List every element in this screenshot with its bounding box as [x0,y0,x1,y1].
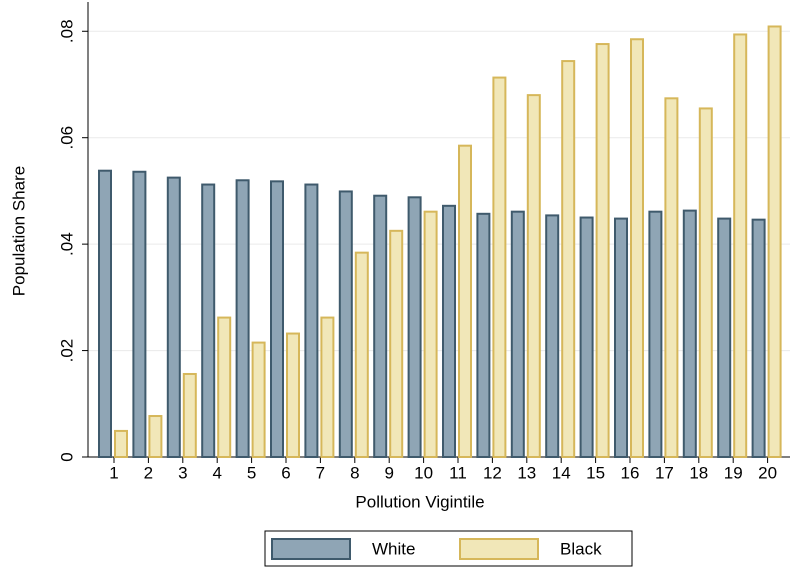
bar [648,210,663,458]
x-tick-label: 1 [109,463,118,482]
bar [630,38,644,458]
bar [270,180,284,459]
y-tick-label: .08 [57,19,76,43]
legend-label: Black [560,539,602,558]
legend-label: White [372,539,415,558]
bar [664,97,679,459]
y-tick-label: .04 [57,232,76,256]
bar [407,196,422,458]
bar [251,341,266,459]
legend-swatch [271,538,351,560]
bar [614,217,628,458]
bar [389,229,404,458]
x-tick-label: 12 [483,463,502,482]
bar [304,183,319,458]
bar [682,209,697,458]
x-tick-label: 17 [655,463,674,482]
bar [114,429,128,459]
bar [235,179,250,459]
bar [217,316,232,458]
x-tick-label: 2 [144,463,153,482]
bar [201,183,216,458]
x-tick-label: 13 [517,463,536,482]
x-tick-label: 14 [552,463,571,482]
x-tick-label: 11 [449,463,467,482]
bar [767,25,782,459]
x-tick-label: 4 [212,463,221,482]
bar [182,372,197,458]
x-tick-label: 16 [621,463,640,482]
bar [510,210,525,458]
x-tick-label: 8 [350,463,359,482]
bar [751,218,766,458]
x-tick-label: 18 [689,463,708,482]
legend-swatch [459,538,539,560]
x-tick-label: 20 [758,463,777,482]
bar [148,415,163,459]
y-tick-label: .06 [57,126,76,150]
x-tick-label: 15 [586,463,605,482]
y-tick-label: .02 [57,339,76,363]
bar [733,33,748,459]
y-tick-label: 0 [57,452,76,461]
bar [423,210,438,458]
bar [595,43,610,459]
bar [717,217,732,458]
y-axis-title: Population Share [9,166,28,296]
bar [286,332,300,459]
bar [561,60,576,458]
bar [373,194,388,458]
x-axis-title: Pollution Vigintile [355,492,484,511]
bar [458,144,472,458]
x-tick-label: 7 [316,463,325,482]
bar [698,107,713,459]
bar [166,176,181,458]
x-tick-label: 9 [384,463,393,482]
bar [442,204,456,458]
bar [354,251,369,458]
bar [132,170,147,459]
bar [98,169,112,459]
x-tick-label: 5 [247,463,256,482]
x-tick-label: 10 [414,463,433,482]
bar [492,76,507,458]
bar [526,94,541,458]
x-tick-label: 3 [178,463,187,482]
bar [320,316,335,458]
bar [476,212,491,458]
x-tick-label: 19 [724,463,743,482]
bar [579,216,594,458]
x-tick-label: 6 [281,463,290,482]
bar [338,190,353,458]
bar [545,214,560,458]
